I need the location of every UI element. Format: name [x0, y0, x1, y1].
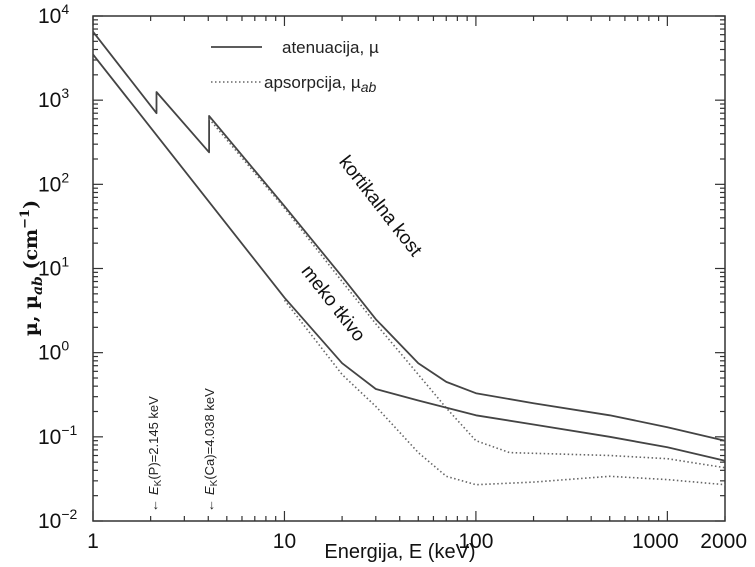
y-tick-exp: 3 — [61, 85, 69, 101]
series-group — [92, 31, 726, 486]
y-tick-exp: 4 — [61, 1, 69, 17]
x-axis-label: Energija, E (keV) — [324, 541, 475, 563]
y-axis-label-close: ) — [20, 200, 42, 209]
k-edge-p-suffix: (P)=2.145 keV — [146, 396, 161, 480]
k-edge-p-label: EK(P)=2.145 keV — [146, 396, 164, 495]
y-tick-label: 103 — [38, 85, 69, 112]
y-tick-base: 10 — [38, 173, 61, 196]
y-tick-base: 10 — [38, 426, 61, 449]
y-tick-exp: −2 — [61, 506, 77, 522]
series-line-1 — [208, 118, 726, 469]
y-axis-label-main: µ, µ — [20, 295, 42, 336]
y-tick-base: 10 — [38, 5, 61, 28]
axis-ticks — [92, 15, 726, 522]
y-tick-label: 100 — [38, 338, 69, 365]
legend: atenuacija, µ apsorpcija, µab — [211, 38, 379, 95]
y-tick-base: 10 — [38, 342, 61, 365]
y-tick-label: 10−1 — [38, 422, 78, 449]
y-tick-base: 10 — [38, 89, 61, 112]
legend-dotted-sub: ab — [361, 79, 377, 95]
k-edge-ca-prefix: E — [202, 486, 217, 495]
k-edge-p-sub: K — [153, 479, 164, 486]
y-axis-label: µ, µab (cm−1) — [18, 200, 46, 336]
x-tick-label: 100 — [458, 530, 493, 553]
x-tick-label: 10 — [273, 530, 296, 553]
legend-dotted-label: apsorpcija, µab — [264, 73, 377, 95]
series-line-2 — [92, 53, 726, 462]
y-axis-label-unit: (cm — [20, 229, 42, 276]
y-tick-label: 10−2 — [38, 506, 78, 533]
k-edge-ca-suffix: (Ca)=4.038 keV — [202, 388, 217, 480]
x-tick-label: 1000 — [632, 530, 679, 553]
k-edge-ca-sub: K — [209, 479, 220, 486]
x-tick-labels: 1 10 100 1000 2000 — [87, 530, 747, 553]
k-edge-p-prefix: E — [146, 486, 161, 495]
legend-dotted-main: apsorpcija, µ — [264, 73, 361, 92]
y-tick-label: 104 — [38, 1, 69, 28]
y-tick-label: 102 — [38, 169, 69, 196]
k-edge-ca-arrow: ← — [202, 499, 217, 512]
plot-frame — [92, 15, 726, 522]
y-tick-exp: 1 — [61, 254, 69, 270]
legend-solid-label: atenuacija, µ — [282, 38, 379, 57]
x-tick-label: 1 — [87, 530, 99, 553]
y-axis-label-exp: −1 — [18, 209, 33, 229]
k-edge-ca-label: EK(Ca)=4.038 keV — [202, 388, 220, 495]
y-tick-base: 10 — [38, 510, 61, 533]
y-tick-exp: 0 — [61, 338, 69, 354]
x-tick-label: 2000 — [700, 530, 747, 553]
series-line-3 — [283, 299, 726, 486]
y-tick-exp: −1 — [61, 422, 77, 438]
y-tick-label: 101 — [38, 254, 69, 281]
k-edge-p-marker: EK(P)=2.145 keV ← — [146, 396, 164, 512]
annotation-meko-tkivo: meko tkivo — [297, 261, 369, 345]
y-tick-exp: 2 — [61, 169, 69, 185]
k-edge-p-arrow: ← — [146, 499, 161, 512]
annotation-kortikalna-kost: kortikalna kost — [334, 152, 426, 261]
k-edge-ca-marker: EK(Ca)=4.038 keV ← — [202, 388, 220, 512]
y-tick-base: 10 — [38, 258, 61, 281]
series-line-0 — [92, 31, 726, 442]
y-axis-label-sub: ab — [30, 276, 46, 295]
